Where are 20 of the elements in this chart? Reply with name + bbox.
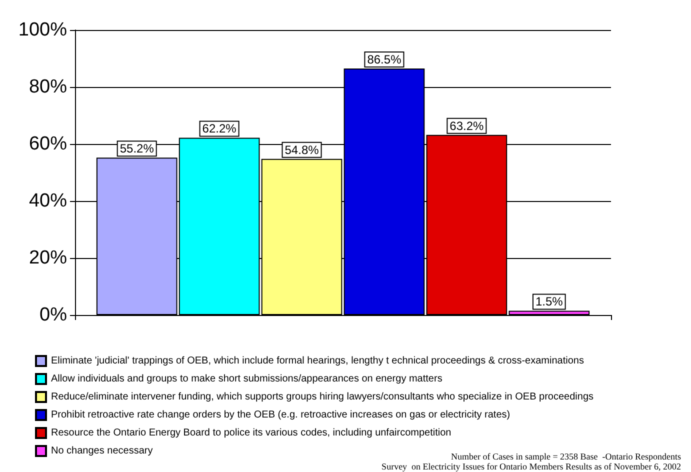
legend-label: No changes necessary (51, 446, 153, 456)
data-label: 62.2% (202, 122, 237, 136)
y-tick-label: 0% (40, 304, 68, 326)
legend-label: Prohibit retroactive rate change orders by the OEB (e.g. retroactive increases on gas or electricity rates) (51, 410, 510, 420)
data-label: 54.8% (284, 142, 320, 157)
y-tick-label: 100% (18, 20, 68, 40)
legend-label: Resource the Ontario Energy Board to police its various codes, including unfaircompetition (51, 428, 452, 438)
legend-label: Allow individuals and groups to make short submissions/appearances on energy matters (51, 374, 442, 384)
text: Number of Cases in sample = 2358 Base -Ontario Respondents (450, 452, 682, 462)
data-label: 86.5% (367, 52, 402, 66)
y-tick-label: 80% (28, 76, 68, 98)
y-tick-label: 40% (28, 190, 68, 212)
data-label: 55.2% (120, 142, 154, 156)
data-label: 1.5% (535, 294, 564, 309)
text: Survey on Electricity Issues for Ontario Members Results as of November 6, 2002 (382, 462, 682, 472)
y-tick-label: 20% (28, 248, 68, 268)
data-label: 63.2% (450, 118, 484, 133)
legend-label: Reduce/eliminate intervener funding, which supports groups hiring lawyers/consultants who specialize in OEB proceedings (51, 392, 594, 402)
y-tick-label: 60% (28, 134, 68, 154)
legend-label: Eliminate 'judicial' trappings of OEB, which include formal hearings, lengthy t echnical proceedings & cross-examinations (51, 356, 584, 366)
